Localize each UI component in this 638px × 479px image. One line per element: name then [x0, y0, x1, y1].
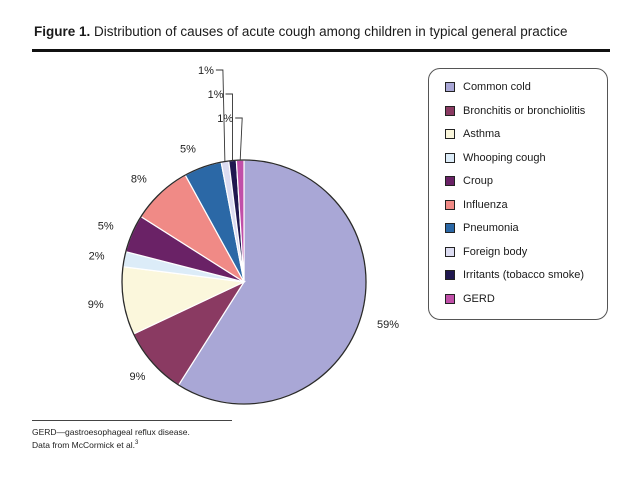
- leader-line-irritants-tobacco-smoke: [225, 93, 233, 161]
- legend-item-bronchitis-or-bronchiolitis: Bronchitis or bronchiolitis: [445, 103, 585, 119]
- data-label-whooping-cough: 2%: [89, 250, 105, 262]
- legend-swatch: [445, 82, 455, 92]
- footnote-source: Data from McCormick et al.3: [32, 440, 138, 450]
- legend-item-foreign-body: Foreign body: [445, 244, 527, 260]
- chart-title: Figure 1. Distribution of causes of acut…: [34, 24, 610, 39]
- legend-label: Irritants (tobacco smoke): [463, 269, 585, 281]
- data-label-influenza: 8%: [131, 174, 147, 186]
- data-label-foreign-body: 1%: [198, 65, 214, 77]
- legend-label: Whooping cough: [463, 151, 546, 164]
- data-label-common-cold: 59%: [377, 319, 399, 331]
- legend-label: Bronchitis or bronchiolitis: [463, 104, 586, 117]
- legend-swatch: [445, 223, 455, 233]
- data-label-bronchitis-or-bronchiolitis: 9%: [130, 371, 146, 383]
- legend-item-pneumonia: Pneumonia: [445, 220, 519, 236]
- legend-item-common-cold: Common cold: [445, 79, 531, 95]
- footnote-abbreviation: GERD—gastroesophageal reflux disease.: [32, 427, 190, 437]
- legend-item-influenza: Influenza: [445, 197, 508, 213]
- title-text: Distribution of causes of acute cough am…: [94, 24, 568, 39]
- legend-swatch: [445, 152, 455, 163]
- footnote-ref: 3: [134, 440, 139, 447]
- legend-swatch: [445, 270, 455, 280]
- legend-label: Pneumonia: [463, 222, 519, 234]
- legend-label: Foreign body: [463, 245, 528, 258]
- leader-line-gerd: [235, 117, 243, 161]
- leader-line-foreign-body: [215, 69, 226, 162]
- legend-swatch: [445, 129, 455, 139]
- legend-swatch: [445, 199, 455, 210]
- data-label-croup: 5%: [98, 221, 114, 233]
- legend-label: Common cold: [463, 81, 531, 93]
- legend-swatch: [445, 105, 455, 116]
- legend-item-whooping-cough: Whooping cough: [445, 150, 546, 166]
- footnote-rule: [32, 420, 232, 421]
- legend-item-irritants-tobacco-smoke: Irritants (tobacco smoke): [445, 267, 584, 283]
- legend-label: GERD: [463, 292, 495, 305]
- legend-swatch: [445, 293, 455, 304]
- legend-item-croup: Croup: [445, 173, 493, 189]
- data-label-asthma: 9%: [88, 299, 104, 311]
- legend-item-gerd: GERD: [445, 291, 495, 307]
- title-rule: [32, 49, 610, 52]
- legend-label: Croup: [463, 175, 493, 187]
- legend: Common cold Bronchitis or bronchiolitis As…: [428, 68, 608, 320]
- data-label-irritants-tobacco-smoke: 1%: [208, 89, 224, 101]
- legend-item-asthma: Asthma: [445, 126, 500, 142]
- footnote-source-text: Data from McCormick et al.: [32, 440, 135, 450]
- figure-label: Figure 1.: [34, 24, 91, 39]
- data-label-pneumonia: 5%: [180, 143, 196, 155]
- legend-label: Influenza: [463, 198, 508, 211]
- legend-swatch: [445, 246, 455, 257]
- legend-swatch: [445, 176, 455, 186]
- data-label-gerd: 1%: [217, 113, 233, 125]
- legend-label: Asthma: [463, 128, 501, 140]
